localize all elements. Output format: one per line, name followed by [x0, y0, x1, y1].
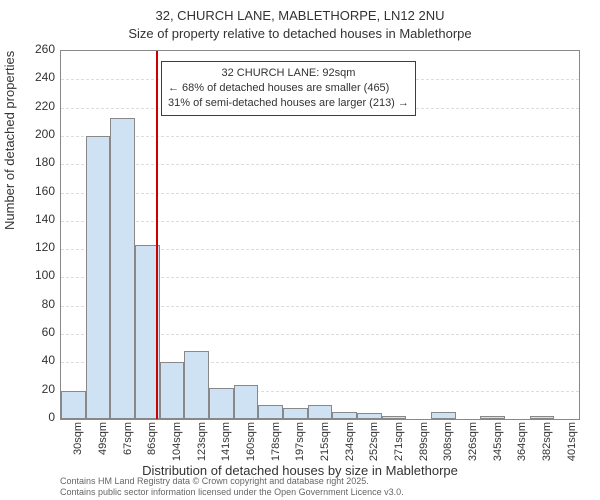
x-tick-label: 252sqm [368, 422, 380, 470]
y-tick-label: 20 [15, 382, 55, 396]
x-tick-label: 141sqm [220, 422, 232, 470]
bar [382, 416, 407, 419]
x-tick-label: 289sqm [418, 422, 430, 470]
x-tick-label: 67sqm [122, 422, 134, 470]
bar [110, 118, 135, 419]
bar [431, 412, 456, 419]
y-tick-label: 40 [15, 353, 55, 367]
bar [234, 385, 259, 419]
chart-container: 32, CHURCH LANE, MABLETHORPE, LN12 2NU S… [0, 0, 600, 500]
y-tick-label: 80 [15, 297, 55, 311]
y-tick-label: 100 [15, 268, 55, 282]
bar [530, 416, 555, 419]
x-tick-label: 49sqm [97, 422, 109, 470]
x-tick-label: 123sqm [196, 422, 208, 470]
y-tick-label: 240 [15, 70, 55, 84]
y-tick-label: 0 [15, 410, 55, 424]
annotation-line2: 31% of semi-detached houses are larger (… [168, 96, 409, 111]
x-tick-label: 160sqm [245, 422, 257, 470]
gridline [61, 221, 579, 223]
x-tick-label: 234sqm [344, 422, 356, 470]
x-tick-label: 86sqm [146, 422, 158, 470]
x-tick-label: 401sqm [566, 422, 578, 470]
bar [160, 362, 185, 419]
credit-line1: Contains HM Land Registry data © Crown c… [60, 476, 404, 487]
y-tick-label: 120 [15, 240, 55, 254]
bar [209, 388, 234, 419]
bar [86, 136, 111, 419]
annotation-title: 32 CHURCH LANE: 92sqm [168, 66, 409, 81]
x-tick-label: 178sqm [270, 422, 282, 470]
bar [308, 405, 333, 419]
bar [283, 408, 308, 419]
x-tick-label: 345sqm [492, 422, 504, 470]
bar [357, 413, 382, 419]
annotation-box: 32 CHURCH LANE: 92sqm← 68% of detached h… [161, 61, 416, 116]
y-tick-label: 60 [15, 325, 55, 339]
gridline [61, 164, 579, 166]
bar [258, 405, 283, 419]
annotation-line1: ← 68% of detached houses are smaller (46… [168, 81, 409, 96]
y-tick-label: 220 [15, 99, 55, 113]
y-tick-label: 260 [15, 42, 55, 56]
bar [61, 391, 86, 419]
x-tick-label: 30sqm [72, 422, 84, 470]
bar [332, 412, 357, 419]
credit-line2: Contains public sector information licen… [60, 487, 404, 498]
reference-line [156, 51, 158, 419]
title-line1: 32, CHURCH LANE, MABLETHORPE, LN12 2NU [0, 8, 600, 23]
gridline [61, 136, 579, 138]
y-tick-label: 180 [15, 155, 55, 169]
title-line2: Size of property relative to detached ho… [0, 26, 600, 41]
y-tick-label: 200 [15, 127, 55, 141]
x-tick-label: 326sqm [467, 422, 479, 470]
x-tick-label: 271sqm [393, 422, 405, 470]
plot-area: 32 CHURCH LANE: 92sqm← 68% of detached h… [60, 50, 580, 420]
x-tick-label: 104sqm [171, 422, 183, 470]
x-tick-label: 308sqm [442, 422, 454, 470]
y-tick-label: 160 [15, 184, 55, 198]
y-tick-label: 140 [15, 212, 55, 226]
x-tick-label: 215sqm [319, 422, 331, 470]
bar [480, 416, 505, 419]
credit-box: Contains HM Land Registry data © Crown c… [60, 476, 404, 498]
x-tick-label: 382sqm [541, 422, 553, 470]
x-tick-label: 197sqm [294, 422, 306, 470]
gridline [61, 193, 579, 195]
x-tick-label: 364sqm [516, 422, 528, 470]
bar [184, 351, 209, 419]
